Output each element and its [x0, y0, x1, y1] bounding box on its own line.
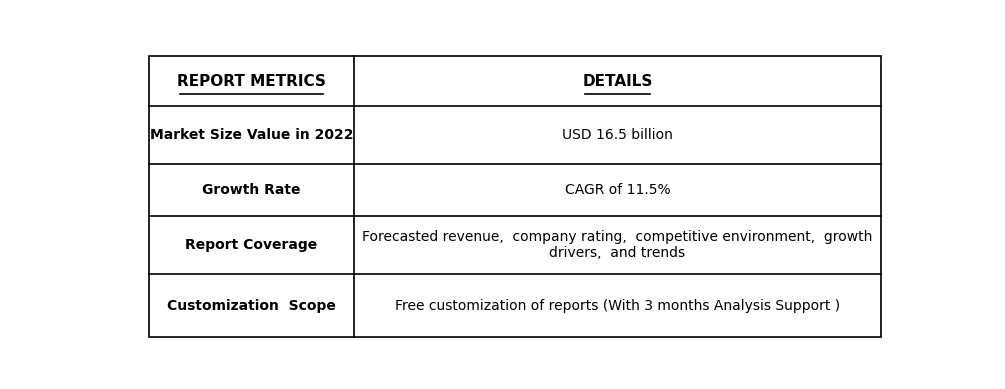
Text: Customization  Scope: Customization Scope — [167, 298, 336, 312]
Text: Market Size Value in 2022: Market Size Value in 2022 — [150, 128, 353, 142]
Text: Growth Rate: Growth Rate — [202, 183, 300, 197]
Text: Free customization of reports (With 3 months Analysis Support ): Free customization of reports (With 3 mo… — [395, 298, 840, 312]
Text: Forecasted revenue,  company rating,  competitive environment,  growth
drivers, : Forecasted revenue, company rating, comp… — [363, 230, 872, 260]
Text: CAGR of 11.5%: CAGR of 11.5% — [565, 183, 670, 197]
Text: REPORT METRICS: REPORT METRICS — [177, 74, 326, 89]
Text: Report Coverage: Report Coverage — [185, 238, 318, 252]
Text: DETAILS: DETAILS — [582, 74, 653, 89]
Text: USD 16.5 billion: USD 16.5 billion — [562, 128, 673, 142]
